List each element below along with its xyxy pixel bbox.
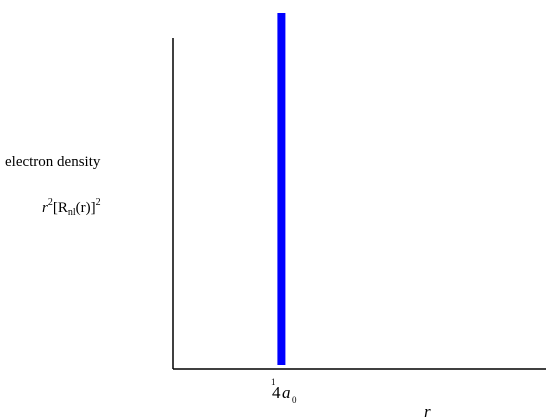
y-axis-label-line1: electron density — [5, 154, 101, 170]
ylabel-exp: 2 — [48, 197, 53, 208]
ylabel-arg: (r)] — [76, 200, 96, 216]
y-axis-label-line2: r2[Rnl(r)]2 — [42, 197, 101, 218]
x-tick-fraction-den: 4 — [272, 383, 281, 402]
x-tick-fraction-num: 1 — [271, 377, 276, 387]
x-tick-symbol: a — [282, 383, 291, 402]
ylabel-body: [R — [53, 200, 68, 216]
ylabel-sub: nl — [68, 207, 76, 218]
ylabel-exp2: 2 — [96, 197, 101, 208]
x-tick-subscript: 0 — [292, 395, 297, 405]
x-tick-label: 1 4 a 0 — [271, 377, 297, 405]
electron-density-peak-line — [277, 13, 286, 365]
x-axis-label: r — [424, 402, 431, 420]
ylabel-r: r — [42, 200, 48, 216]
